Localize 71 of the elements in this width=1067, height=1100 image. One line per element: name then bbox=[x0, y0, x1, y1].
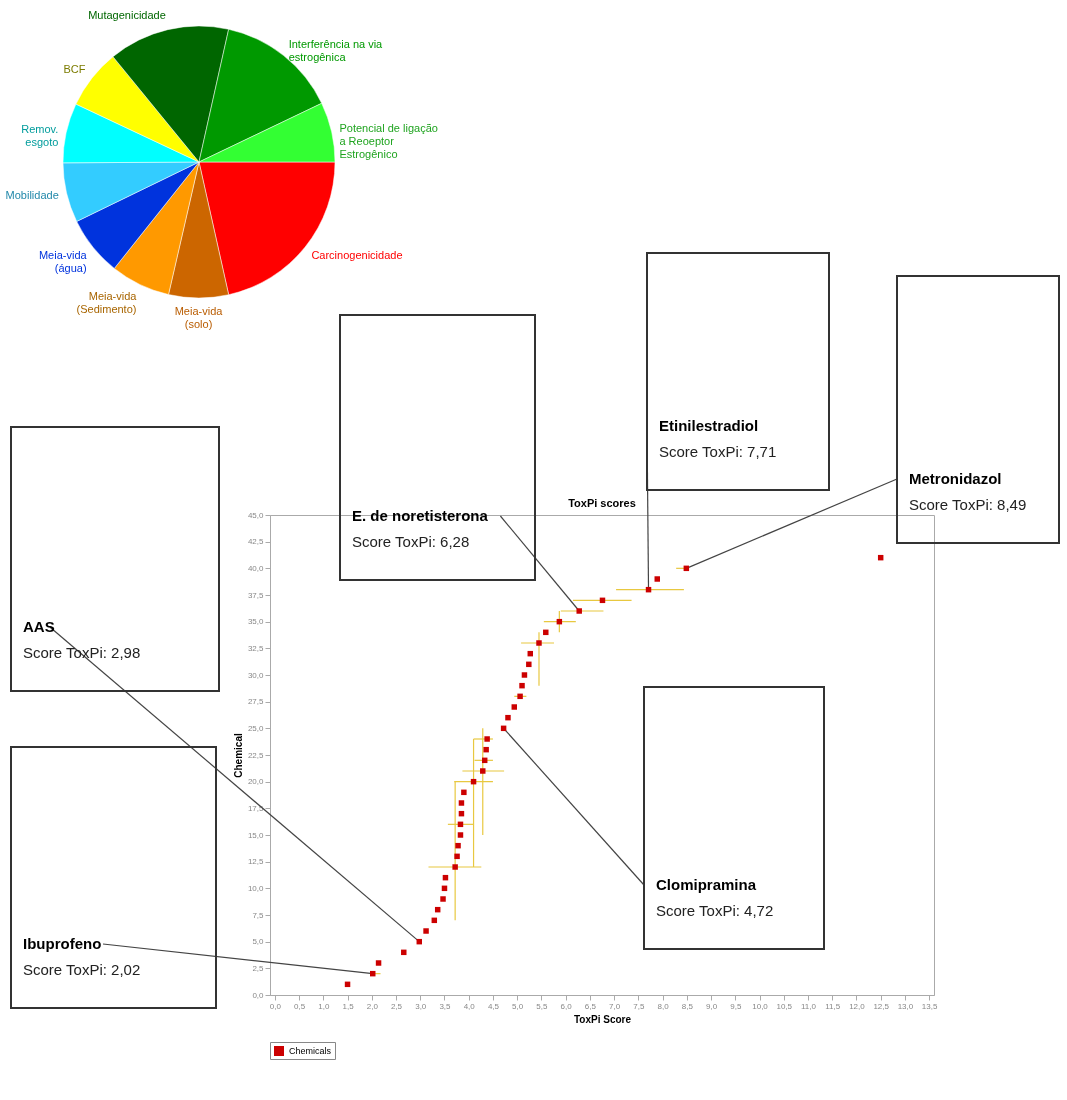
y-tick-label: 35,0 bbox=[247, 617, 265, 627]
annotation: Ibuprofeno bbox=[23, 935, 102, 952]
y-tick-label: 5,0 bbox=[252, 937, 265, 947]
x-tick-label: 8,0 bbox=[657, 1001, 670, 1011]
slice-label: Meia-vida (solo) bbox=[174, 305, 224, 330]
x-tick-label: 5,0 bbox=[512, 1001, 524, 1011]
text: Score ToxPi: 7,71 bbox=[659, 443, 777, 460]
x-tick-label: 7,5 bbox=[633, 1001, 645, 1011]
y-tick-label: 15,0 bbox=[247, 830, 265, 840]
y-tick-label: 22,5 bbox=[247, 750, 265, 760]
chart-title: ToxPi scores bbox=[568, 497, 636, 509]
x-tick-label: 12,0 bbox=[849, 1001, 866, 1011]
x-tick-label: 10,5 bbox=[776, 1001, 793, 1011]
slice-label: Mutagenicidade bbox=[88, 9, 166, 22]
annotation: AAS bbox=[23, 618, 55, 635]
slice-label: Interferência na via estrogênica bbox=[288, 37, 384, 63]
x-tick-label: 2,5 bbox=[390, 1001, 403, 1011]
x-tick-label: 6,0 bbox=[560, 1001, 573, 1011]
annotation: Score ToxPi: 6,28 bbox=[352, 533, 470, 550]
x-tick-label: 1,0 bbox=[318, 1001, 330, 1011]
x-tick-label: 12,5 bbox=[873, 1001, 890, 1011]
y-tick-label: 27,5 bbox=[247, 697, 265, 707]
x-tick-label: 3,0 bbox=[415, 1001, 427, 1011]
slice-label: Meia-vida (Sedimento) bbox=[76, 290, 138, 316]
slice-label: Remov. esgoto bbox=[21, 122, 59, 148]
annotation: Score ToxPi: 4,72 bbox=[656, 902, 774, 919]
x-tick-label: 11,5 bbox=[825, 1001, 841, 1011]
x-tick-label: 9,5 bbox=[730, 1001, 742, 1011]
annotation: Etinilestradiol bbox=[659, 417, 759, 434]
y-tick-label: 2,5 bbox=[252, 963, 265, 973]
x-tick-label: 6,5 bbox=[584, 1001, 597, 1011]
x-tick-label: 0,0 bbox=[269, 1001, 282, 1011]
x-tick-label: 11,0 bbox=[800, 1001, 817, 1011]
slice-label: Carcinogenicidade bbox=[311, 248, 403, 261]
y-tick-label: 7,5 bbox=[252, 910, 265, 920]
x-tick-label: 4,5 bbox=[487, 1001, 500, 1011]
x-tick-label: 13,5 bbox=[921, 1001, 938, 1011]
x-tick-label: 9,0 bbox=[705, 1001, 718, 1011]
y-tick-label: 30,0 bbox=[247, 670, 265, 680]
x-tick-label: 3,5 bbox=[439, 1001, 452, 1011]
y-tick-label: 32,5 bbox=[247, 643, 265, 653]
y-tick-label: 0,0 bbox=[252, 990, 265, 1000]
y-tick-label: 37,5 bbox=[247, 590, 265, 600]
text: Score ToxPi: 8,49 bbox=[909, 496, 1027, 513]
annotation: Metronidazol bbox=[909, 470, 1002, 487]
slice-label: Meia-vida (água) bbox=[38, 248, 88, 274]
y-tick-label: 25,0 bbox=[247, 723, 265, 733]
x-tick-label: 5,5 bbox=[536, 1001, 549, 1011]
slice-label: Potencial de ligação a Reoeptor Estrogênico bbox=[339, 121, 438, 160]
legend-label: Chemicals bbox=[289, 1046, 332, 1056]
slice-label: BCF bbox=[63, 62, 86, 75]
x-tick-label: 2,0 bbox=[366, 1001, 379, 1011]
annotation: E. de noretisterona bbox=[352, 507, 489, 524]
annotation: Clomipramina bbox=[656, 876, 757, 893]
text: Score ToxPi: 2,02 bbox=[23, 961, 141, 978]
y-tick-label: 40,0 bbox=[247, 563, 265, 573]
y-tick-label: 10,0 bbox=[247, 883, 265, 893]
x-tick-label: 8,5 bbox=[681, 1001, 694, 1011]
y-tick-label: 20,0 bbox=[247, 777, 265, 787]
x-tick-label: 13,0 bbox=[897, 1001, 914, 1011]
x-axis-title: ToxPi Score bbox=[573, 1013, 632, 1025]
x-tick-label: 10,0 bbox=[752, 1001, 769, 1011]
y-tick-label: 12,5 bbox=[247, 857, 265, 867]
x-tick-label: 1,5 bbox=[342, 1001, 355, 1011]
slice-label: Mobilidade bbox=[5, 189, 59, 202]
y-tick-label: 45,0 bbox=[247, 510, 265, 520]
x-tick-label: 7,0 bbox=[609, 1001, 621, 1011]
y-axis-title: Chemical bbox=[232, 733, 244, 778]
x-tick-label: 4,0 bbox=[463, 1001, 476, 1011]
x-tick-label: 0,5 bbox=[294, 1001, 306, 1011]
y-tick-label: 42,5 bbox=[247, 537, 265, 547]
